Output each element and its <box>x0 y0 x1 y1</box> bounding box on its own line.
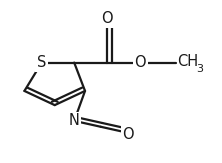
Text: CH: CH <box>177 54 198 69</box>
Text: O: O <box>134 55 146 70</box>
Text: N: N <box>69 113 80 128</box>
Text: 3: 3 <box>196 64 203 74</box>
Text: O: O <box>101 11 113 26</box>
Text: S: S <box>37 55 46 70</box>
Text: O: O <box>123 127 134 142</box>
